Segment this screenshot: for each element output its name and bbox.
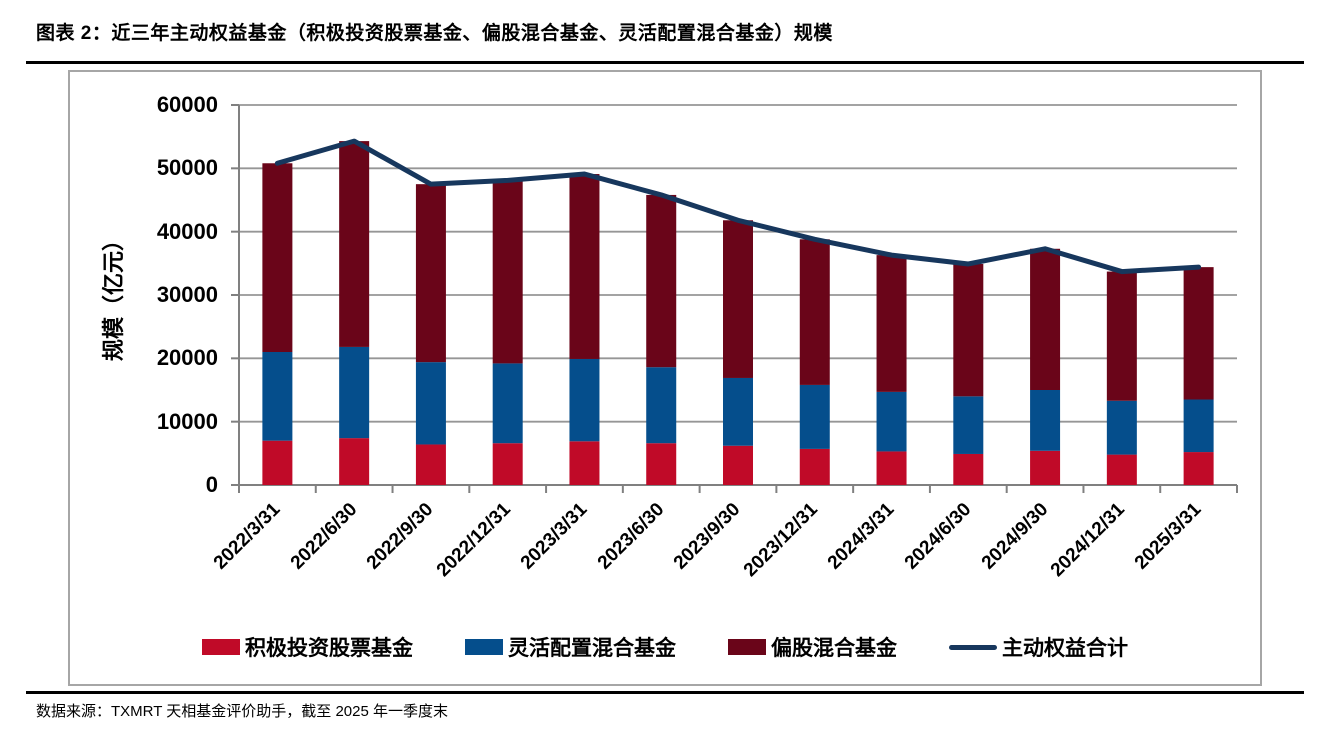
- bar-segment: [339, 346, 370, 439]
- bar-segment: [569, 441, 600, 485]
- y-tick-label: 10000: [156, 408, 218, 434]
- chart-container: 规模（亿元） 0 10000 20000 30000 40000 50000 60000 2…: [68, 70, 1262, 686]
- legend-item: 主动权益合计: [949, 632, 1128, 662]
- chart-legend: 积极投资股票基金 灵活配置混合基金 偏股混合基金 主动权益合计: [70, 632, 1260, 662]
- bar-segment: [1030, 390, 1061, 451]
- bar-segment: [876, 451, 907, 485]
- bar-segment: [646, 367, 677, 444]
- x-tick-label: 2024/3/31: [823, 499, 899, 574]
- legend-item: 积极投资股票基金: [202, 632, 413, 662]
- y-tick-label: 20000: [156, 345, 218, 371]
- bar-segment: [953, 396, 984, 454]
- y-tick-label: 50000: [156, 155, 218, 181]
- legend-item: 灵活配置混合基金: [465, 632, 676, 662]
- bar-segment: [723, 445, 753, 485]
- y-tick-label: 60000: [156, 92, 218, 117]
- bar-segment: [415, 444, 446, 485]
- legend-color-swatch: [465, 639, 503, 655]
- y-tick-label: 0: [205, 472, 218, 497]
- title-divider: [26, 61, 1304, 64]
- figure-title: 图表 2：近三年主动权益基金（积极投资股票基金、偏股混合基金、灵活配置混合基金）…: [36, 23, 833, 44]
- x-tick-label: 2023/9/30: [670, 499, 745, 574]
- y-tick-label: 40000: [156, 218, 218, 244]
- legend-label: 积极投资股票基金: [245, 637, 413, 660]
- bar-segment: [799, 239, 830, 385]
- bar-segment: [1030, 248, 1061, 390]
- bar-segment: [339, 438, 370, 485]
- bar-segment: [339, 141, 370, 347]
- bar-segment: [646, 194, 677, 368]
- bar-segment: [646, 443, 677, 485]
- bar-segment: [492, 443, 523, 485]
- bar-segment: [953, 263, 984, 397]
- x-tick-label: 2024/9/30: [977, 499, 1052, 574]
- bar-segment: [953, 453, 984, 485]
- legend-line-swatch: [949, 644, 997, 650]
- legend-item: 偏股混合基金: [728, 632, 897, 662]
- bar-segment: [415, 184, 446, 363]
- bar-segment: [1183, 399, 1214, 453]
- bar-segment: [799, 448, 830, 485]
- footer-divider: [26, 691, 1304, 694]
- legend-color-swatch: [202, 639, 240, 655]
- legend-label: 灵活配置混合基金: [508, 637, 676, 660]
- bar-segment: [415, 362, 446, 445]
- x-tick-label: 2025/3/31: [1130, 499, 1206, 574]
- legend-label: 偏股混合基金: [771, 637, 897, 660]
- bar-segment: [569, 358, 600, 442]
- x-tick-label: 2022/9/30: [363, 499, 438, 574]
- bar-segment: [1106, 271, 1137, 401]
- legend-color-swatch: [728, 639, 766, 655]
- bar-segment: [1183, 452, 1214, 485]
- bar-segment: [723, 220, 753, 378]
- x-tick-label: 2022/3/31: [209, 499, 285, 574]
- bar-segment: [1106, 400, 1137, 455]
- x-tick-label: 2023/6/30: [593, 499, 669, 574]
- x-tick-label: 2022/6/30: [286, 499, 361, 574]
- x-tick-label: 2022/12/31: [432, 499, 515, 582]
- bar-segment: [262, 163, 293, 352]
- x-tick-label: 2023/3/31: [516, 499, 592, 574]
- bar-segment: [876, 255, 907, 392]
- plot-area: [231, 104, 1238, 493]
- bar-segment: [492, 363, 523, 444]
- bar-segment: [492, 180, 523, 364]
- legend-label: 主动权益合计: [1002, 637, 1128, 660]
- y-tick-label: 30000: [156, 282, 218, 307]
- bar-segment: [262, 440, 293, 485]
- bar-segment: [1183, 267, 1214, 400]
- bar-segment: [876, 391, 907, 452]
- bar-segment: [569, 174, 600, 359]
- bar-segment: [1106, 454, 1137, 485]
- bar-segment: [262, 352, 293, 441]
- bar-segment: [723, 377, 753, 446]
- x-tick-label: 2024/6/30: [900, 499, 976, 574]
- bar-segment: [1030, 450, 1061, 485]
- data-source-note: 数据来源：TXMRT 天相基金评价助手，截至 2025 年一季度末: [36, 703, 448, 720]
- x-tick-label: 2024/12/31: [1046, 499, 1129, 582]
- bar-segment: [799, 384, 830, 449]
- total-line: [274, 138, 1202, 275]
- x-tick-label: 2023/12/31: [739, 499, 822, 582]
